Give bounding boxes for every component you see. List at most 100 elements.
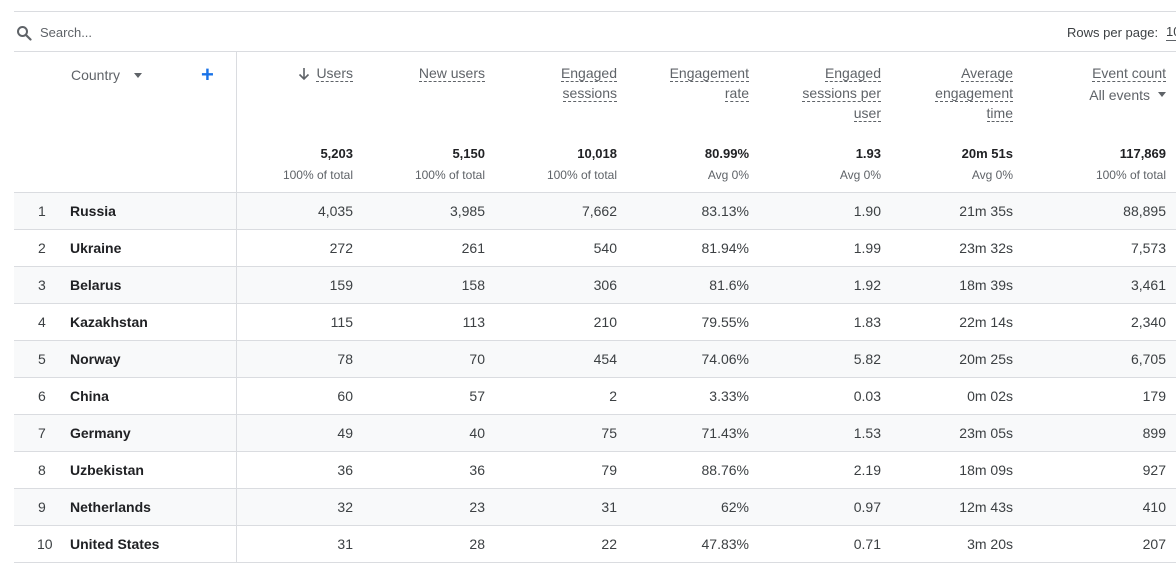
- total-subtext: Avg 0%: [707, 168, 749, 182]
- row-column-divider: [236, 193, 237, 230]
- total-value: 80.99%: [704, 146, 749, 161]
- total-subtext: Avg 0%: [971, 168, 1013, 182]
- table-cell: 81.6%: [709, 277, 749, 293]
- country-name[interactable]: Norway: [70, 351, 121, 367]
- total-subtext: Avg 0%: [839, 168, 881, 182]
- row-divider: [14, 377, 1176, 378]
- column-header[interactable]: Users: [227, 63, 353, 83]
- column-header-text: Average: [961, 65, 1013, 82]
- column-header-label: Engaged: [755, 63, 881, 83]
- table-cell: 1.53: [853, 425, 881, 441]
- table-cell: 927: [1142, 462, 1166, 478]
- table-cell: 3,461: [1130, 277, 1166, 293]
- total-value: 117,869: [1119, 146, 1166, 161]
- table-cell: 79.55%: [701, 314, 749, 330]
- row-column-divider: [236, 489, 237, 526]
- country-name[interactable]: Russia: [70, 203, 116, 219]
- column-header[interactable]: Engaged sessions per user: [755, 63, 881, 123]
- table-cell: 18m 09s: [959, 462, 1013, 478]
- table-cell: 23: [469, 499, 485, 515]
- table-row[interactable]: [14, 193, 1176, 230]
- totals-divider: [14, 192, 1176, 193]
- country-name[interactable]: Kazakhstan: [70, 314, 148, 330]
- event-filter-dropdown[interactable]: All events: [1040, 85, 1166, 105]
- total-value: 1.93: [855, 146, 881, 161]
- table-cell: 12m 43s: [959, 499, 1013, 515]
- column-header-text: sessions: [562, 85, 617, 102]
- country-name[interactable]: Ukraine: [70, 240, 122, 256]
- column-header-text: sessions per: [802, 85, 881, 102]
- column-header-label: Event count: [1040, 63, 1166, 83]
- country-name[interactable]: Netherlands: [70, 499, 151, 515]
- column-header-text: Users: [316, 65, 353, 82]
- table-cell: 36: [469, 462, 485, 478]
- table-cell: 158: [461, 277, 485, 293]
- table-cell: 3m 20s: [967, 536, 1013, 552]
- column-header[interactable]: Engagement rate: [623, 63, 749, 103]
- table-cell: 4,035: [317, 203, 353, 219]
- table-row[interactable]: [14, 341, 1176, 378]
- row-index: 4: [38, 314, 46, 330]
- sort-descending-icon[interactable]: [298, 67, 310, 81]
- table-cell: 5.82: [853, 351, 881, 367]
- total-value: 5,150: [452, 146, 485, 161]
- column-header[interactable]: Average engagement time: [887, 63, 1013, 123]
- chevron-down-icon[interactable]: [134, 73, 142, 78]
- country-name[interactable]: Germany: [70, 425, 131, 441]
- country-name[interactable]: Belarus: [70, 277, 122, 293]
- table-cell: 36: [337, 462, 353, 478]
- table-cell: 18m 39s: [959, 277, 1013, 293]
- table-cell: 78: [337, 351, 353, 367]
- column-header-label: engagement: [887, 83, 1013, 103]
- table-cell: 6,705: [1130, 351, 1166, 367]
- row-index: 10: [37, 536, 53, 552]
- table-cell: 1.83: [853, 314, 881, 330]
- row-column-divider: [236, 230, 237, 267]
- column-header-text: rate: [724, 85, 749, 102]
- country-name[interactable]: China: [70, 388, 109, 404]
- row-divider: [14, 303, 1176, 304]
- table-row[interactable]: [14, 415, 1176, 452]
- dimension-selector[interactable]: Country: [71, 66, 120, 84]
- add-dimension-icon[interactable]: +: [201, 62, 214, 87]
- country-name[interactable]: Uzbekistan: [70, 462, 144, 478]
- column-header-text: Engaged: [560, 65, 617, 82]
- column-header[interactable]: New users: [359, 63, 485, 83]
- total-subtext: 100% of total: [546, 168, 617, 182]
- row-divider: [14, 451, 1176, 452]
- table-cell: 32: [337, 499, 353, 515]
- row-index: 3: [38, 277, 46, 293]
- total-value: 10,018: [577, 146, 617, 161]
- chevron-down-icon[interactable]: [1158, 92, 1166, 97]
- table-cell: 83.13%: [701, 203, 749, 219]
- column-header-label: time: [887, 103, 1013, 123]
- column-header[interactable]: Engaged sessions: [491, 63, 617, 103]
- table-cell: 23m 05s: [959, 425, 1013, 441]
- table-cell: 22: [601, 536, 617, 552]
- table-cell: 7,662: [581, 203, 617, 219]
- total-subtext: 100% of total: [1095, 168, 1166, 182]
- country-name[interactable]: United States: [70, 536, 160, 552]
- row-column-divider: [236, 415, 237, 452]
- row-divider: [14, 562, 1176, 563]
- row-column-divider: [236, 267, 237, 304]
- search-input[interactable]: Search...: [40, 25, 93, 40]
- rows-per-page-select[interactable]: 10: [1166, 24, 1176, 41]
- table-cell: 1.99: [853, 240, 881, 256]
- column-header-text: user: [853, 105, 881, 122]
- table-cell: 2,340: [1130, 314, 1166, 330]
- table-cell: 40: [469, 425, 485, 441]
- table-row[interactable]: [14, 267, 1176, 304]
- table-cell: 179: [1142, 388, 1166, 404]
- row-column-divider: [236, 526, 237, 563]
- table-cell: 23m 32s: [959, 240, 1013, 256]
- row-divider: [14, 488, 1176, 489]
- table-row[interactable]: [14, 489, 1176, 526]
- table-cell: 113: [462, 314, 485, 330]
- column-header-label: Engaged: [491, 63, 617, 83]
- table-cell: 74.06%: [701, 351, 749, 367]
- table-cell: 0.03: [853, 388, 881, 404]
- column-header[interactable]: Event count All events: [1040, 63, 1166, 105]
- search-icon[interactable]: [16, 25, 32, 41]
- row-column-divider: [236, 452, 237, 489]
